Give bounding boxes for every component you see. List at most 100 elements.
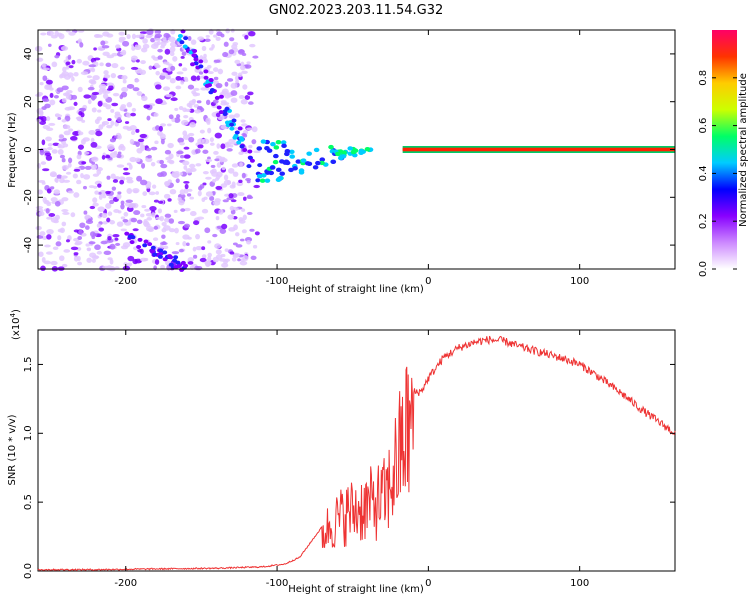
spectrogram-noise-dot (123, 262, 128, 266)
spectrogram-noise-dot (40, 161, 47, 165)
spectrogram-noise-dot (126, 83, 135, 89)
spectrogram-noise-dot (80, 138, 86, 145)
snr-panel: -200 -100 0 100 0.0 0.5 1.0 1.5 (x104) SNR (10… (7, 309, 676, 595)
spectrogram-branch-dot (162, 250, 168, 255)
spectrogram-noise-dot (139, 145, 145, 152)
colorbar-gradient (712, 30, 737, 269)
spectrogram-noise-dot (211, 43, 215, 49)
spectrogram-noise-dot (180, 55, 185, 59)
spectrogram-noise-dot (242, 255, 249, 261)
spectrogram-noise-dot (154, 140, 159, 145)
spectrogram-noise-dot (220, 253, 226, 258)
spectrogram-noise-dot (175, 178, 180, 184)
spectrogram-noise-dot (202, 170, 209, 175)
spectrogram-noise-dot (241, 208, 246, 212)
spectrogram-noise-dot (54, 113, 60, 117)
spectrogram-branch-dot (289, 149, 295, 155)
spectrogram-noise-dot (169, 46, 176, 53)
spectrogram-noise-dot (166, 75, 172, 80)
spectrogram-branch-dot (172, 258, 178, 263)
spectrogram-noise-dot (182, 160, 190, 166)
spectrogram-noise-dot (199, 129, 205, 134)
spectrogram-branch-dot (237, 126, 243, 131)
spectrogram-noise-dot (157, 208, 163, 214)
y-tick-label: 0 (23, 146, 34, 152)
spectrogram-noise-dot (157, 55, 163, 60)
spectrogram-noise-dot (245, 127, 254, 131)
spectrogram-noise-dot (79, 107, 87, 112)
spectrogram-noise-dot (248, 30, 256, 37)
spectrogram-noise-dot (188, 100, 196, 106)
spectrogram-branch-dot (273, 153, 279, 159)
spectrogram-noise-dot (183, 223, 191, 229)
spectrogram-noise-dot (34, 45, 43, 52)
spectrogram-noise-dot (53, 189, 61, 195)
spectrogram-noise-dot (140, 213, 145, 218)
spectrogram-noise-dot (207, 240, 212, 244)
spectrogram-noise-dot (110, 108, 115, 113)
spectrogram-noise-dot (76, 154, 82, 160)
spectrogram-noise-dot (100, 240, 108, 245)
spectrogram-noise-dot (205, 117, 211, 124)
spectrogram-noise-dot (57, 117, 62, 120)
spectrogram-noise-dot (83, 151, 90, 155)
spectrogram-noise-dot (155, 216, 162, 220)
spectrogram-noise-dot (96, 169, 102, 175)
x-tick-label: 100 (570, 276, 589, 287)
spectrogram-noise-dot (111, 186, 117, 191)
spectrogram-noise-dot (225, 142, 230, 148)
spectrogram-noise-dot (157, 48, 163, 53)
y-tick-label: 1.5 (23, 356, 34, 372)
snr-y-axis-label: SNR (10 * v/v) (7, 414, 18, 485)
spectrogram-noise-dot (86, 75, 93, 79)
spectrogram-noise-dot (41, 63, 46, 68)
spectrogram-noise-dot (87, 218, 92, 223)
spectrogram-noise-dot (101, 155, 106, 160)
spectrogram-noise-dot (126, 188, 133, 195)
spectrogram-noise-dot (155, 84, 162, 90)
spectrogram-noise-dot (92, 232, 98, 237)
spectrogram-noise-dot (124, 121, 130, 124)
spectrogram-noise-dot (92, 202, 99, 207)
spectrogram-noise-dot (214, 158, 221, 162)
spectrogram-noise-dot (62, 124, 71, 130)
spectrogram-noise-dot (218, 258, 227, 262)
spectrogram-noise-dot (244, 34, 249, 40)
spectrogram-noise-dot (109, 243, 116, 250)
spectrogram-noise-dot (121, 49, 127, 56)
snr-y-ticks: 0.0 0.5 1.0 1.5 (23, 356, 675, 579)
spectrogram-noise-dot (83, 94, 91, 99)
spectrogram-noise-dot (157, 200, 164, 204)
spectrogram-noise-dot (110, 120, 115, 126)
spectrogram-noise-dot (120, 228, 127, 232)
spectrogram-noise-dot (246, 61, 251, 65)
spectrogram-branch-dot (292, 166, 298, 171)
spectrogram-branch-dot (273, 145, 280, 150)
spectrogram-noise-dot (242, 84, 248, 90)
spectrogram-noise-dot (38, 179, 46, 183)
spectrogram-noise-dot (37, 189, 43, 195)
spectrogram-noise-dot (76, 58, 83, 64)
spectrogram-noise-dot (182, 67, 188, 72)
spectrogram-noise-dot (123, 211, 129, 217)
spectrogram-noise-dot (197, 36, 205, 41)
spectrogram-branch-dot (136, 244, 142, 249)
y-tick-label: 0.5 (23, 494, 34, 510)
spectrogram-noise-dot (122, 79, 127, 84)
spectrogram-noise-dot (228, 193, 234, 199)
spectrogram-noise-dot (61, 263, 68, 268)
spectrogram-branch-dot (313, 147, 320, 153)
spectrogram-branch-dot (335, 151, 341, 157)
spectrogram-noise-dot (107, 257, 113, 261)
spectrogram-noise-dot (126, 112, 132, 118)
spectrogram-noise-dot (195, 233, 201, 240)
spectrogram-noise-dot (221, 223, 228, 230)
spectrogram-noise-dot (126, 34, 131, 40)
spectrogram-noise-dot (117, 134, 122, 140)
spectrogram-noise-dot (235, 244, 243, 248)
spectrogram-noise-dot (196, 216, 205, 220)
spectrogram-noise-dot (96, 34, 104, 38)
spectrogram-branch-dot (280, 140, 287, 145)
spectrogram-branch-dot (209, 88, 215, 93)
colorbar-tick-label: 0.6 (698, 118, 709, 134)
